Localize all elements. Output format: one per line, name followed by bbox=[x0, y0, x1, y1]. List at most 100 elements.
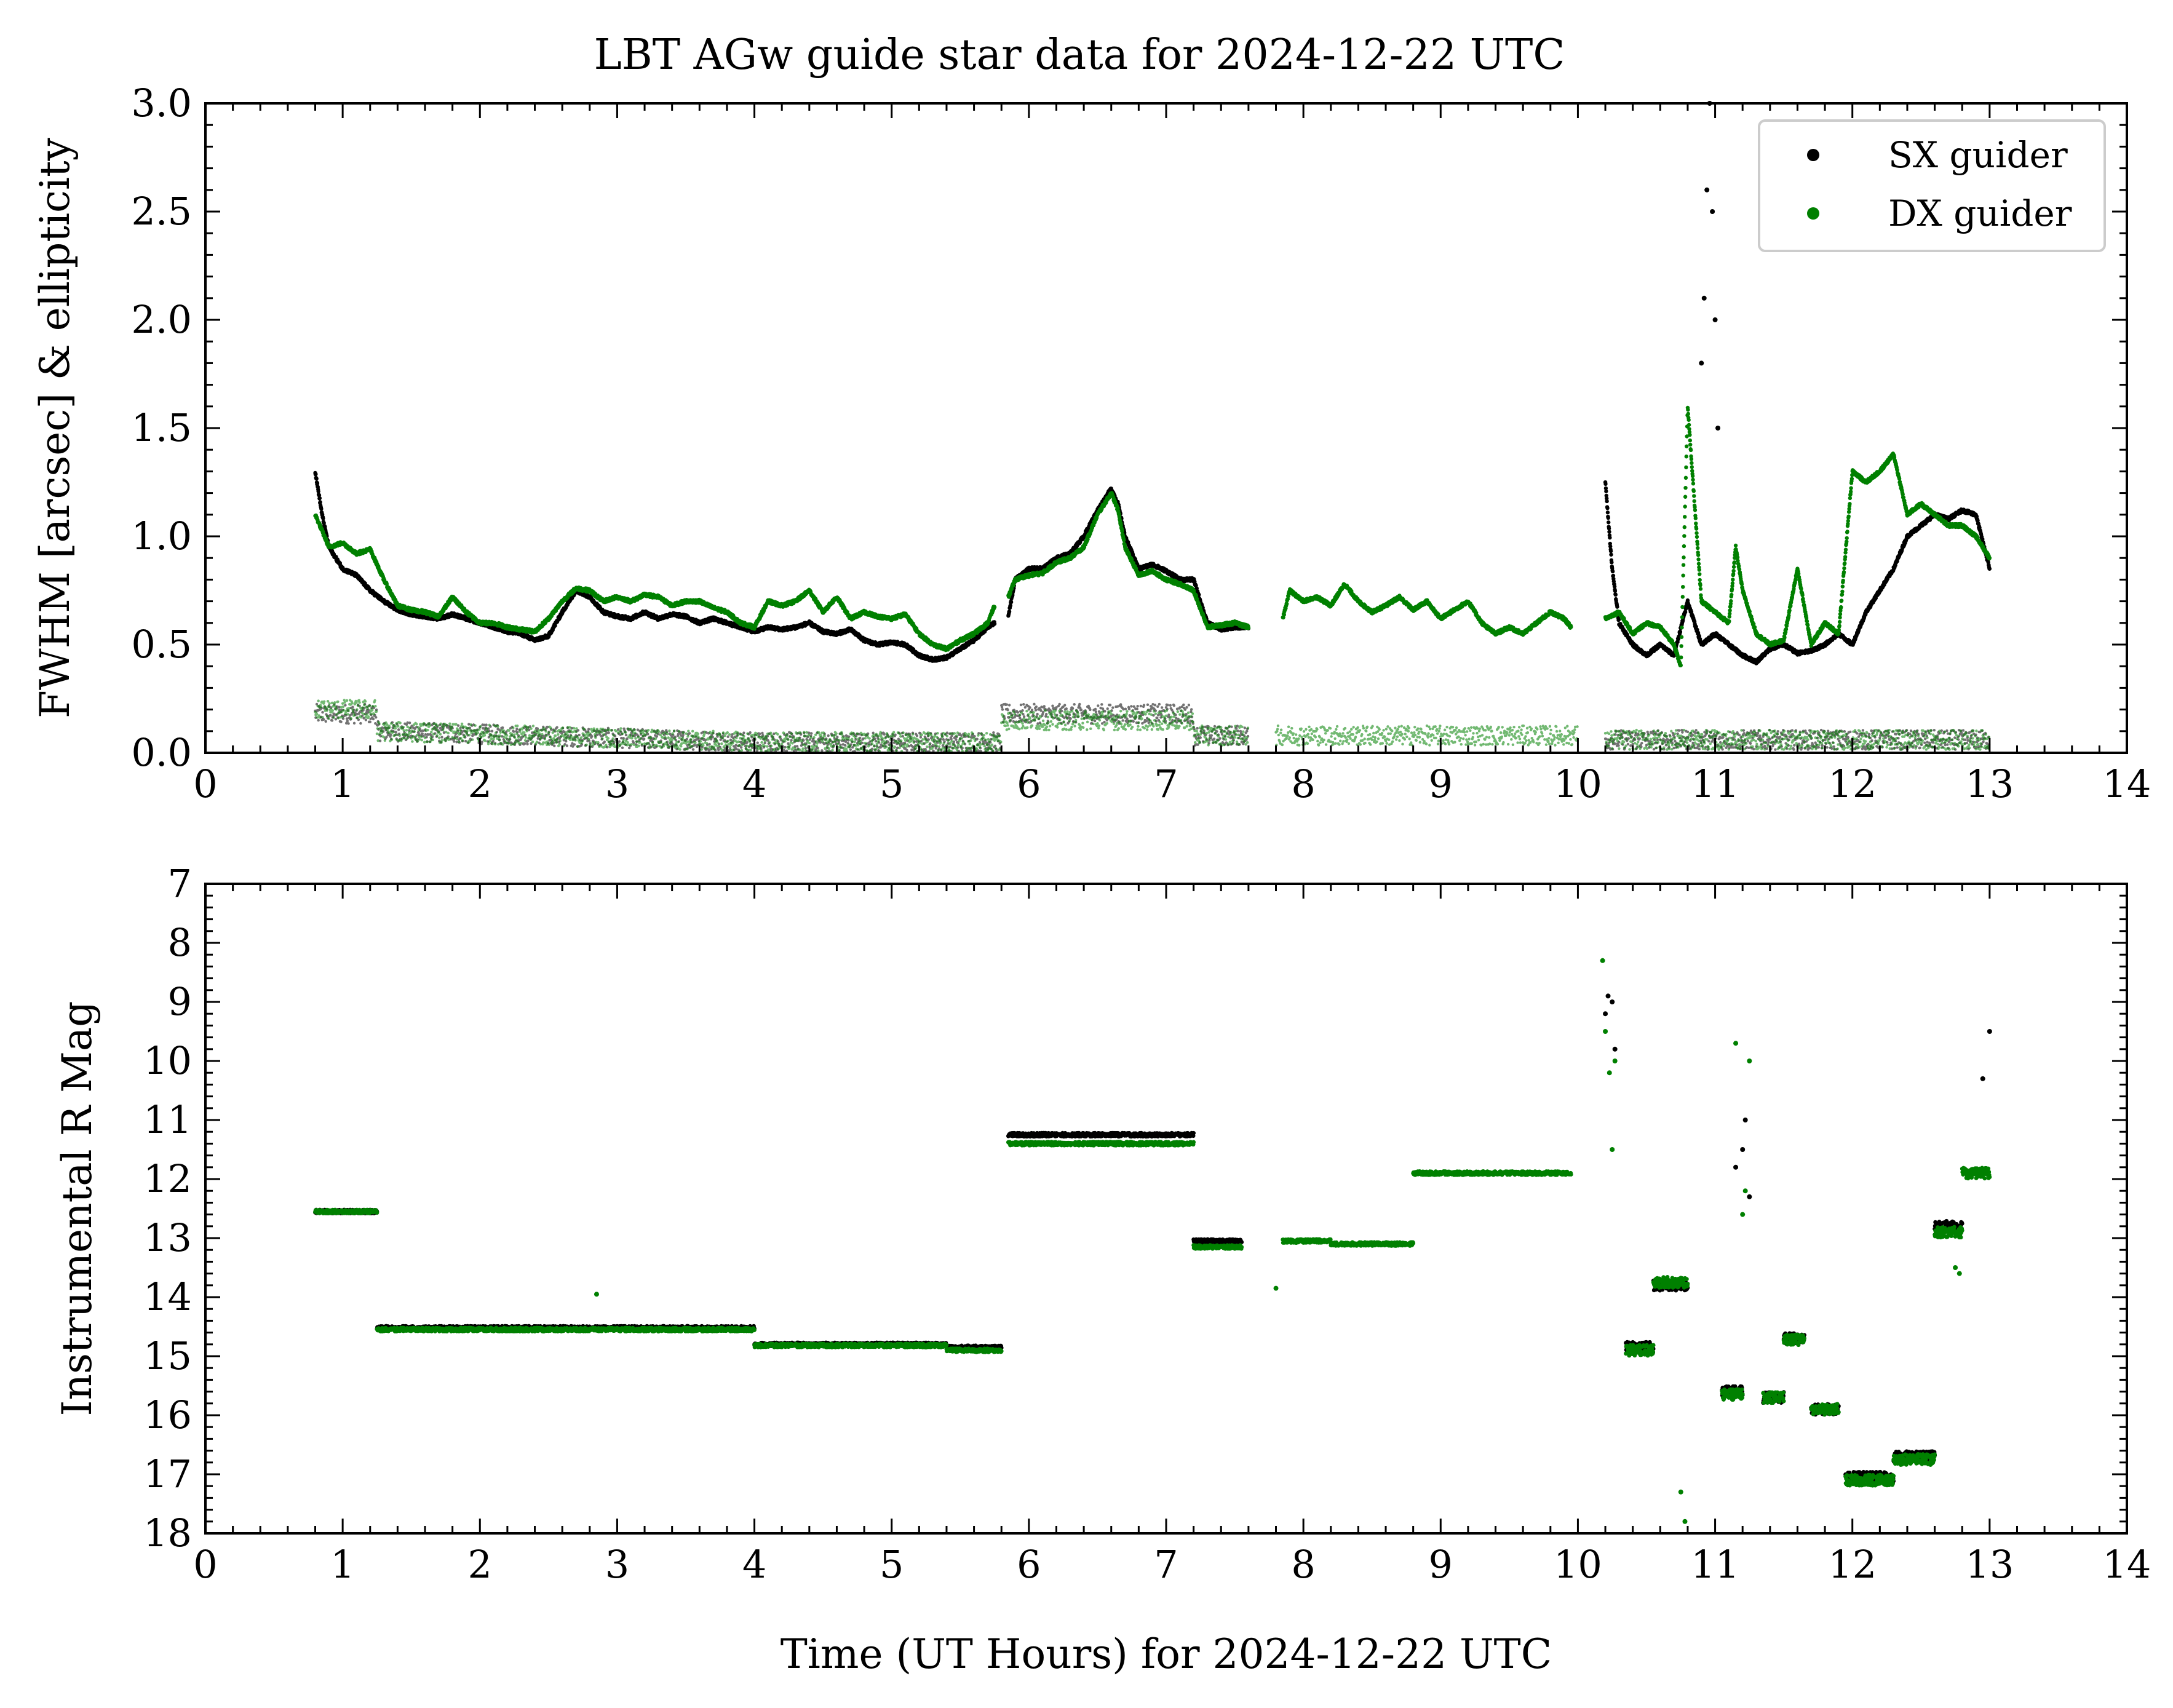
ellipticity-point bbox=[333, 701, 336, 704]
ellipticity-point bbox=[1306, 742, 1309, 745]
ellipticity-point bbox=[1469, 729, 1472, 733]
ellipticity-point bbox=[1077, 715, 1080, 718]
ellipticity-point bbox=[1508, 734, 1511, 737]
ellipticity-point bbox=[1416, 727, 1420, 730]
ellipticity-point bbox=[389, 733, 392, 736]
ellipticity-point bbox=[1305, 728, 1308, 731]
ellipticity-point bbox=[630, 737, 634, 740]
ellipticity-point bbox=[688, 732, 691, 735]
ellipticity-point bbox=[1060, 713, 1064, 717]
ellipticity-point bbox=[1677, 745, 1680, 749]
ellipticity-point bbox=[1498, 739, 1501, 742]
ellipticity-point bbox=[1324, 732, 1327, 735]
ellipticity-point bbox=[1118, 714, 1121, 717]
ellipticity-point bbox=[1667, 747, 1671, 750]
ellipticity-point bbox=[790, 732, 793, 735]
ellipticity-point bbox=[388, 726, 391, 729]
ellipticity-point bbox=[352, 721, 356, 725]
ellipticity-point bbox=[633, 728, 636, 731]
ellipticity-point bbox=[455, 737, 458, 741]
ellipticity-point bbox=[1136, 704, 1139, 708]
ellipticity-point bbox=[1335, 725, 1339, 728]
ellipticity-point bbox=[420, 739, 424, 742]
ellipticity-point bbox=[784, 739, 787, 743]
ellipticity-point bbox=[1132, 711, 1135, 714]
ellipticity-point bbox=[1124, 715, 1127, 718]
ellipticity-point bbox=[1344, 736, 1348, 739]
ellipticity-point bbox=[815, 744, 819, 748]
ellipticity-point bbox=[1459, 737, 1463, 740]
ellipticity-point bbox=[486, 730, 490, 733]
ellipticity-point bbox=[1474, 740, 1477, 744]
ellipticity-point bbox=[1342, 740, 1345, 743]
ellipticity-point bbox=[865, 749, 868, 752]
ellipticity-point bbox=[691, 748, 695, 751]
ellipticity-point bbox=[530, 742, 533, 745]
ellipticity-point bbox=[1041, 725, 1044, 728]
ellipticity-point bbox=[1199, 730, 1202, 733]
ellipticity-point bbox=[428, 724, 431, 727]
ellipticity-point bbox=[1311, 738, 1314, 742]
ellipticity-point bbox=[937, 749, 940, 752]
ellipticity-point bbox=[1634, 747, 1638, 750]
ellipticity-point bbox=[673, 737, 677, 741]
ellipticity-point bbox=[432, 733, 435, 736]
ellipticity-point bbox=[1057, 721, 1060, 725]
ellipticity-point bbox=[1527, 739, 1530, 742]
ellipticity-point bbox=[319, 705, 323, 709]
ellipticity-point bbox=[610, 729, 613, 732]
ellipticity-point bbox=[1164, 714, 1168, 718]
ellipticity-point bbox=[1678, 729, 1681, 732]
ellipticity-point bbox=[1148, 724, 1151, 727]
ellipticity-point bbox=[1044, 712, 1048, 716]
ellipticity-point bbox=[1137, 721, 1140, 725]
ellipticity-point bbox=[1896, 746, 1899, 749]
ellipticity-point bbox=[1553, 736, 1556, 739]
ellipticity-point bbox=[616, 731, 620, 734]
ellipticity-point bbox=[1436, 742, 1440, 745]
ellipticity-point bbox=[1198, 741, 1201, 744]
ellipticity-point bbox=[1276, 728, 1279, 731]
ellipticity-point bbox=[654, 737, 657, 741]
ellipticity-point bbox=[1234, 729, 1237, 733]
ellipticity-point bbox=[1776, 729, 1779, 733]
ellipticity-point bbox=[769, 744, 773, 747]
ellipticity-point bbox=[721, 731, 725, 734]
ellipticity-point bbox=[341, 715, 344, 719]
ellipticity-point bbox=[408, 726, 411, 730]
ellipticity-point bbox=[1213, 725, 1217, 728]
ellipticity-point bbox=[1346, 738, 1349, 741]
ellipticity-point bbox=[465, 732, 469, 736]
ellipticity-point bbox=[1073, 703, 1076, 706]
ellipticity-point bbox=[689, 741, 692, 744]
ellipticity-point bbox=[716, 741, 719, 744]
ellipticity-point bbox=[1033, 702, 1036, 706]
ellipticity-point bbox=[1484, 738, 1487, 741]
ellipticity-point bbox=[806, 739, 809, 742]
ellipticity-point bbox=[712, 745, 715, 749]
ellipticity-point bbox=[1382, 729, 1385, 732]
ellipticity-point bbox=[1117, 727, 1120, 730]
ellipticity-point bbox=[1559, 735, 1562, 739]
ellipticity-point bbox=[1334, 742, 1337, 745]
ellipticity-point bbox=[1961, 729, 1965, 732]
ellipticity-point bbox=[330, 719, 334, 722]
ellipticity-point bbox=[1520, 728, 1523, 731]
ellipticity-point bbox=[1006, 721, 1009, 725]
ellipticity-point bbox=[1404, 733, 1407, 736]
ellipticity-point bbox=[478, 728, 481, 731]
ellipticity-point bbox=[1178, 725, 1181, 728]
ellipticity-point bbox=[386, 728, 389, 732]
ellipticity-point bbox=[439, 722, 442, 725]
ellipticity-point bbox=[803, 731, 806, 734]
ellipticity-point bbox=[851, 737, 854, 741]
ellipticity-point bbox=[1011, 714, 1014, 717]
ellipticity-point bbox=[1316, 739, 1319, 743]
ellipticity-point bbox=[1075, 718, 1078, 722]
ellipticity-point bbox=[742, 731, 745, 734]
ellipticity-point bbox=[1167, 725, 1170, 729]
ellipticity-point bbox=[644, 733, 647, 736]
ellipticity-point bbox=[1005, 703, 1009, 706]
ellipticity-point bbox=[926, 740, 929, 743]
ellipticity-point bbox=[915, 734, 919, 737]
